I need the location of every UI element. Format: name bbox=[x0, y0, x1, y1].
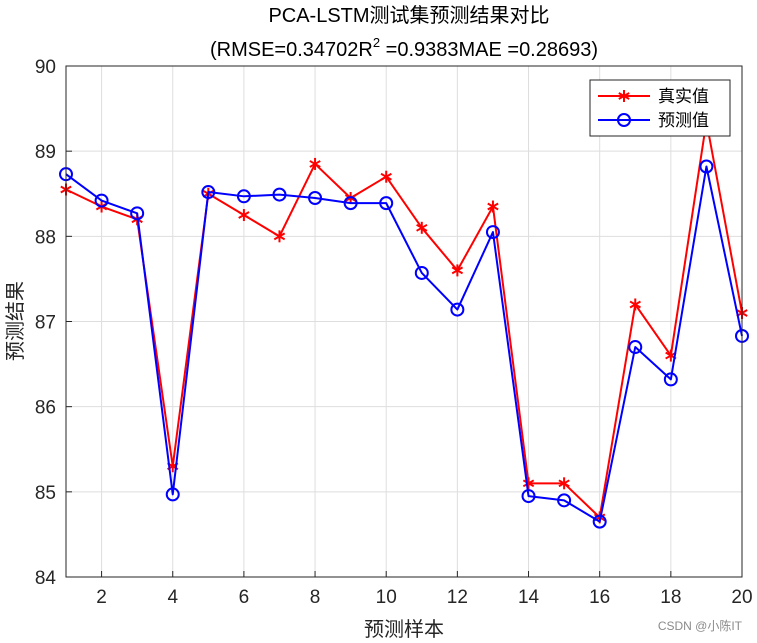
y-tick-label: 85 bbox=[35, 483, 56, 504]
subtitle-prefix: (RMSE=0.34702R bbox=[210, 39, 373, 61]
x-tick-label: 10 bbox=[376, 587, 397, 608]
legend-marker-pred bbox=[617, 113, 631, 127]
asterisk-stroke bbox=[416, 223, 428, 232]
legend-entry-true: 真实值 bbox=[598, 87, 709, 107]
subtitle-suffix: =0.9383MAE =0.28693) bbox=[380, 39, 598, 61]
asterisk-stroke bbox=[273, 232, 286, 241]
data-point bbox=[485, 225, 500, 240]
data-point bbox=[309, 157, 321, 170]
asterisk-stroke bbox=[558, 479, 570, 488]
x-tick-label: 16 bbox=[589, 587, 610, 608]
legend-label-true: 真实值 bbox=[658, 87, 709, 107]
data-point bbox=[308, 191, 323, 206]
data-point bbox=[487, 200, 499, 213]
data-point bbox=[273, 230, 286, 243]
data-point bbox=[416, 221, 428, 234]
y-tick-label: 90 bbox=[35, 57, 56, 78]
chart-title: PCA-LSTM测试集预测结果对比 bbox=[268, 4, 549, 27]
data-point bbox=[130, 206, 145, 221]
data-point bbox=[379, 196, 394, 211]
data-point bbox=[343, 196, 358, 211]
asterisk-stroke bbox=[487, 202, 499, 211]
data-point bbox=[629, 298, 641, 311]
asterisk-stroke bbox=[238, 211, 250, 219]
watermark: CSDN @小陈IT bbox=[658, 618, 743, 633]
data-point bbox=[557, 493, 572, 508]
legend-label-pred: 预测值 bbox=[658, 111, 709, 131]
data-point bbox=[414, 265, 429, 280]
x-tick-label: 2 bbox=[96, 587, 107, 608]
data-point bbox=[94, 193, 109, 208]
asterisk-stroke bbox=[629, 300, 641, 309]
data-point bbox=[201, 185, 216, 200]
y-tick-label: 88 bbox=[35, 227, 56, 248]
data-point bbox=[592, 514, 607, 529]
data-point bbox=[558, 477, 570, 490]
data-point bbox=[663, 372, 678, 387]
x-tick-label: 20 bbox=[731, 587, 752, 608]
legend-box bbox=[589, 79, 731, 137]
legend: 真实值 预测值 bbox=[589, 79, 731, 137]
data-point bbox=[272, 187, 287, 202]
asterisk-stroke bbox=[380, 172, 392, 181]
asterisk-stroke bbox=[451, 266, 464, 275]
data-point bbox=[521, 489, 536, 504]
series-predicted bbox=[59, 159, 749, 529]
asterisk-stroke bbox=[522, 479, 535, 488]
legend-marker-true bbox=[618, 90, 630, 102]
series-line bbox=[65, 120, 743, 519]
x-tick-label: 4 bbox=[167, 587, 178, 608]
x-axis-label: 预测样本 bbox=[364, 617, 444, 641]
x-tick-label: 12 bbox=[447, 587, 468, 608]
data-point bbox=[522, 477, 535, 490]
asterisk-stroke bbox=[309, 160, 321, 168]
data-point bbox=[450, 302, 465, 317]
x-tick-label: 18 bbox=[660, 587, 681, 608]
data-point bbox=[628, 340, 643, 355]
chart-subtitle: (RMSE=0.34702R2 =0.9383MAE =0.28693) bbox=[210, 35, 598, 61]
y-tick-label: 84 bbox=[35, 568, 57, 589]
y-axis-label: 预测结果 bbox=[3, 281, 27, 361]
data-point bbox=[236, 189, 251, 204]
data-point bbox=[451, 264, 464, 277]
y-tick-label: 87 bbox=[35, 313, 56, 334]
x-tick-label: 6 bbox=[239, 587, 250, 608]
data-point bbox=[380, 170, 392, 183]
legend-entry-pred: 预测值 bbox=[598, 111, 709, 131]
x-tick-label: 14 bbox=[518, 587, 540, 608]
data-point bbox=[165, 487, 180, 502]
subtitle-superscript: 2 bbox=[373, 35, 380, 50]
data-point bbox=[699, 159, 714, 174]
data-point bbox=[238, 209, 250, 222]
y-tick-label: 89 bbox=[35, 142, 56, 163]
series-line bbox=[65, 165, 743, 523]
y-tick-label: 86 bbox=[35, 398, 56, 419]
tick-layer: 2 4 6 8 10 12 14 16 18 20 84 85 86 87 88 89 90 bbox=[35, 57, 753, 608]
x-tick-label: 8 bbox=[310, 587, 321, 608]
